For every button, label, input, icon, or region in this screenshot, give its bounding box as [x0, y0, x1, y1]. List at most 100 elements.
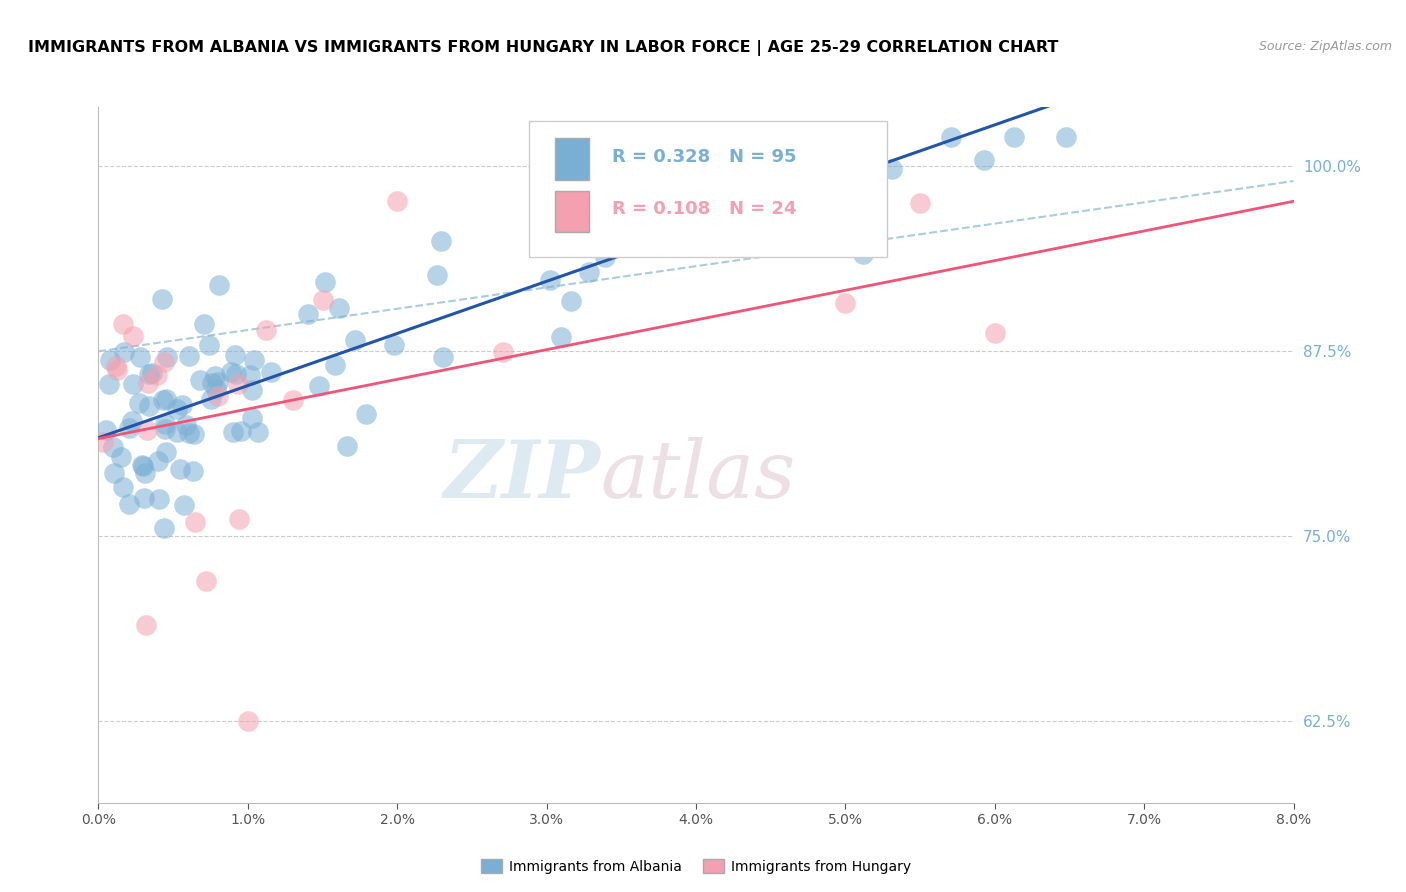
Point — [111, 480, 134, 494]
Point — [135, 423, 157, 437]
Point — [908, 195, 931, 210]
Point — [354, 407, 377, 421]
Point — [156, 350, 179, 364]
Point — [1054, 129, 1077, 144]
Point — [105, 362, 128, 376]
Point — [146, 454, 169, 468]
Point — [105, 359, 128, 374]
Point — [755, 197, 778, 211]
Point — [101, 440, 124, 454]
Point — [593, 250, 616, 264]
Point — [240, 411, 263, 425]
Point — [153, 422, 176, 436]
Point — [208, 277, 231, 292]
Point — [146, 368, 169, 382]
Point — [204, 382, 226, 396]
Point — [228, 512, 250, 526]
Point — [221, 425, 243, 440]
Text: R = 0.328   N = 95: R = 0.328 N = 95 — [613, 148, 797, 166]
Point — [198, 337, 221, 351]
Point — [141, 366, 163, 380]
Point — [838, 145, 860, 159]
Point — [243, 353, 266, 368]
Point — [103, 466, 125, 480]
Point — [170, 398, 193, 412]
Point — [169, 462, 191, 476]
Point — [239, 368, 262, 382]
Point — [91, 435, 114, 450]
Point — [828, 135, 851, 149]
Point — [118, 420, 141, 434]
Point — [224, 349, 246, 363]
Text: IMMIGRANTS FROM ALBANIA VS IMMIGRANTS FROM HUNGARY IN LABOR FORCE | AGE 25-29 CO: IMMIGRANTS FROM ALBANIA VS IMMIGRANTS FR… — [28, 40, 1059, 56]
Point — [155, 444, 177, 458]
Point — [122, 377, 145, 392]
Point — [132, 458, 155, 473]
Point — [344, 333, 367, 347]
Point — [97, 376, 120, 391]
Point — [135, 618, 157, 632]
Point — [98, 352, 121, 367]
Point — [852, 247, 875, 261]
Point — [328, 301, 350, 315]
Point — [166, 425, 188, 440]
Point — [247, 425, 270, 439]
Point — [780, 129, 803, 144]
Point — [1002, 129, 1025, 144]
Legend: Immigrants from Albania, Immigrants from Hungary: Immigrants from Albania, Immigrants from… — [475, 854, 917, 880]
Point — [941, 129, 963, 144]
Point — [132, 491, 155, 505]
Point — [225, 367, 247, 381]
Point — [430, 235, 453, 249]
Point — [94, 423, 117, 437]
Text: R = 0.108   N = 24: R = 0.108 N = 24 — [613, 201, 797, 219]
Point — [177, 425, 200, 440]
Point — [179, 349, 201, 363]
Point — [226, 376, 249, 391]
Point — [254, 323, 277, 337]
Point — [121, 414, 143, 428]
Point — [308, 379, 330, 393]
Point — [111, 318, 134, 332]
Point — [118, 497, 141, 511]
Point — [174, 417, 197, 432]
Point — [195, 574, 218, 588]
Point — [148, 492, 170, 507]
Point — [281, 393, 304, 408]
Point — [229, 424, 252, 438]
Point — [219, 365, 242, 379]
Point — [602, 164, 624, 178]
Point — [200, 392, 222, 406]
Point — [609, 151, 631, 165]
Point — [207, 389, 229, 403]
Point — [831, 148, 853, 162]
Point — [155, 392, 177, 406]
Point — [336, 439, 359, 453]
Point — [166, 401, 188, 416]
Point — [538, 273, 561, 287]
Point — [131, 458, 153, 472]
Point — [110, 450, 132, 465]
Point — [128, 396, 150, 410]
Point — [204, 368, 226, 383]
Point — [188, 373, 211, 387]
Point — [181, 464, 204, 478]
Point — [122, 329, 145, 343]
Point — [755, 229, 778, 244]
Point — [311, 293, 333, 307]
Point — [576, 239, 599, 253]
Point — [129, 350, 152, 364]
Point — [297, 307, 319, 321]
Point — [193, 317, 215, 331]
Point — [432, 350, 454, 364]
Text: Source: ZipAtlas.com: Source: ZipAtlas.com — [1258, 40, 1392, 54]
Point — [207, 375, 229, 389]
Point — [725, 235, 748, 249]
Point — [153, 355, 176, 369]
Point — [834, 296, 856, 310]
Point — [152, 392, 174, 407]
Point — [153, 417, 176, 431]
FancyBboxPatch shape — [555, 138, 589, 180]
Point — [426, 268, 449, 283]
Text: atlas: atlas — [600, 437, 796, 515]
